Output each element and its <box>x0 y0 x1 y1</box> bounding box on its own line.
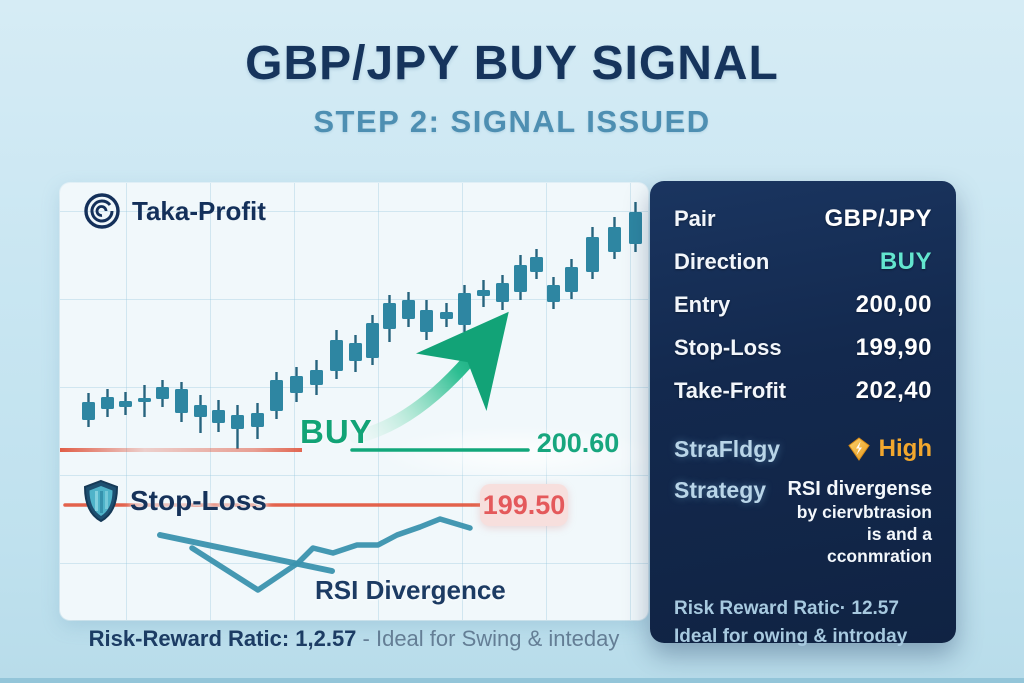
candle-body <box>420 310 433 332</box>
strategy-line: RSI divergense <box>787 478 932 500</box>
risk-reward-ratio-label: Risk Reward Ratic· 12.57 <box>674 597 899 619</box>
candle-body <box>175 389 188 413</box>
candle-body <box>477 290 490 296</box>
signal-row-stop-loss: Stop-Loss 199,90 <box>674 334 932 362</box>
signal-details-panel: Pair GBP/JPY Direction BUY Entry 200,00 Stop-L… <box>650 181 956 647</box>
row-value: 199,90 <box>855 334 932 361</box>
candle-body <box>383 303 396 329</box>
confidence-value: High <box>847 435 932 463</box>
ideal-for-label: Ideal for owing & introday <box>674 626 908 648</box>
candle-body <box>251 413 264 427</box>
candle-body <box>402 300 415 319</box>
risk-reward-caption: Risk-Reward Ratic: 1,2.57 - Ideal for Sw… <box>60 626 648 652</box>
take-profit-label: Taka-Profit <box>132 195 266 226</box>
strategy-label: Strategy <box>674 477 767 503</box>
take-profit-badge: Taka-Profit <box>82 191 266 231</box>
candle-body <box>101 397 114 409</box>
rsi-divergence-label: RSI Divergence <box>315 575 506 605</box>
caption-rest: - Ideal for Swing & inteday <box>356 626 620 651</box>
up-arrow-icon <box>349 311 509 444</box>
candle-body <box>565 267 578 292</box>
candle-body <box>496 283 509 302</box>
signal-row-pair: Pair GBP/JPY <box>674 205 932 233</box>
confidence-row: StraFldgy High <box>674 435 932 463</box>
candle-body <box>119 401 132 407</box>
row-label: Direction <box>674 249 770 274</box>
row-label: Entry <box>674 292 731 317</box>
buy-price-label: 200.60 <box>536 428 620 458</box>
candle-body <box>440 312 453 319</box>
candle-body <box>366 323 379 358</box>
strategy-line: by ciervbtrasion <box>796 502 932 522</box>
candle-body <box>608 227 621 252</box>
target-spiral-icon <box>84 193 120 229</box>
candle-body <box>310 370 323 385</box>
stop-loss-label: Stop-Loss <box>130 485 267 516</box>
stop-loss-badge: Stop-Loss <box>82 479 267 523</box>
rsi-line <box>189 516 473 593</box>
row-label: Take-Frofit <box>674 378 787 403</box>
candle-body <box>194 405 207 417</box>
candle-body <box>290 376 303 393</box>
signal-row-take-frofit: Take-Frofit 202,40 <box>674 377 932 405</box>
confidence-text: High <box>878 435 932 462</box>
bottom-accent-strip <box>0 678 1024 683</box>
caption-bold: Risk-Reward Ratic: 1,2.57 <box>88 626 357 651</box>
strategy-row: Strategy RSI divergense by ciervbtrasion… <box>674 477 932 568</box>
confidence-label: StraFldgy <box>674 435 781 462</box>
candle-body <box>586 237 599 272</box>
candle-body <box>547 285 560 302</box>
stop-price-pill: 199.50 <box>480 484 568 526</box>
candle-body <box>530 257 543 272</box>
rsi-trend-line <box>157 532 335 574</box>
candle-body <box>514 265 527 292</box>
row-value: 202,40 <box>855 377 932 404</box>
candle-body <box>82 402 95 420</box>
candle-body <box>270 380 283 411</box>
candle-series <box>82 202 642 449</box>
signal-rows: Pair GBP/JPY Direction BUY Entry 200,00 Stop-L… <box>674 205 932 420</box>
shield-icon <box>83 479 119 523</box>
row-value: GBP/JPY <box>824 205 932 232</box>
strategy-description: RSI divergense by ciervbtrasion is and a… <box>766 477 932 568</box>
candle-body <box>330 340 343 371</box>
page-subtitle: STEP 2: SIGNAL ISSUED <box>313 104 711 139</box>
candlestick-chart-card: Taka-Profit BUY 200.60 Stop-Loss 199.50 … <box>60 183 648 620</box>
row-value: BUY <box>879 248 932 275</box>
candle-body <box>138 398 151 402</box>
row-label: Stop-Loss <box>674 335 782 360</box>
panel-footer: Risk Reward Ratic· 12.57 Ideal for owing… <box>674 595 932 652</box>
signal-row-direction: Direction BUY <box>674 248 932 276</box>
strategy-line: is and a cconmration <box>826 523 932 566</box>
row-value: 200,00 <box>855 291 932 318</box>
candlestick-chart <box>60 202 642 593</box>
gem-bolt-icon <box>847 437 870 461</box>
row-label: Pair <box>674 206 716 231</box>
page-title: GBP/JPY BUY SIGNAL <box>245 37 779 90</box>
candle-body <box>156 387 169 399</box>
candle-body <box>629 212 642 244</box>
stop-price-label: 199.50 <box>482 489 566 520</box>
candle-body <box>212 410 225 423</box>
candle-body <box>349 343 362 361</box>
buy-annotation: BUY <box>300 413 373 450</box>
candle-body <box>458 293 471 325</box>
signal-row-entry: Entry 200,00 <box>674 291 932 319</box>
candle-body <box>231 415 244 429</box>
